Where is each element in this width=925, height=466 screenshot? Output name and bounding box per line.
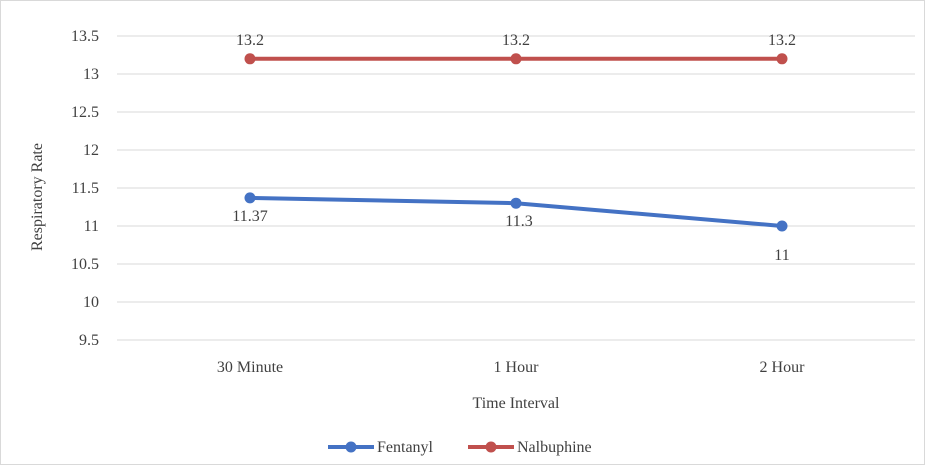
data-point-nalbuphine bbox=[244, 53, 256, 65]
y-tick-label: 10.5 bbox=[71, 256, 99, 273]
data-label: 11.3 bbox=[505, 213, 532, 230]
y-tick-label: 12.5 bbox=[71, 104, 99, 121]
y-axis-title: Respiratory Rate bbox=[29, 143, 46, 251]
x-tick-label: 2 Hour bbox=[760, 359, 806, 376]
y-tick-label: 13.5 bbox=[71, 28, 99, 45]
data-point-fentanyl bbox=[244, 192, 256, 204]
y-tick-label: 13 bbox=[83, 66, 99, 83]
x-axis-title: Time Interval bbox=[473, 395, 561, 412]
legend-marker-fentanyl bbox=[345, 441, 357, 453]
data-point-nalbuphine bbox=[776, 53, 788, 65]
y-axis-ticks: 9.5 10 10.5 11 11.5 12 12.5 13 13.5 bbox=[71, 28, 99, 349]
data-label: 13.2 bbox=[502, 32, 530, 49]
legend-label-fentanyl: Fentanyl bbox=[377, 439, 434, 456]
series-lines bbox=[244, 53, 788, 232]
y-tick-label: 11 bbox=[84, 218, 99, 235]
legend-label-nalbuphine: Nalbuphine bbox=[517, 439, 592, 456]
gridlines bbox=[117, 35, 915, 341]
y-tick-label: 11.5 bbox=[72, 180, 99, 197]
legend-marker-nalbuphine bbox=[485, 441, 497, 453]
data-labels: 11.37 11.3 11 13.2 13.2 13.2 bbox=[232, 32, 796, 264]
y-tick-label: 12 bbox=[83, 142, 99, 159]
data-point-fentanyl bbox=[510, 197, 522, 209]
data-point-fentanyl bbox=[776, 220, 788, 232]
data-point-nalbuphine bbox=[510, 53, 522, 65]
y-tick-label: 9.5 bbox=[79, 332, 99, 349]
data-label: 13.2 bbox=[236, 32, 264, 49]
x-tick-label: 30 Minute bbox=[217, 359, 283, 376]
data-label: 11 bbox=[774, 247, 789, 264]
legend: Fentanyl Nalbuphine bbox=[328, 439, 592, 456]
x-axis-ticks: 30 Minute 1 Hour 2 Hour bbox=[217, 359, 805, 376]
y-tick-label: 10 bbox=[83, 294, 99, 311]
data-label: 13.2 bbox=[768, 32, 796, 49]
x-tick-label: 1 Hour bbox=[494, 359, 540, 376]
data-label: 11.37 bbox=[232, 208, 267, 225]
